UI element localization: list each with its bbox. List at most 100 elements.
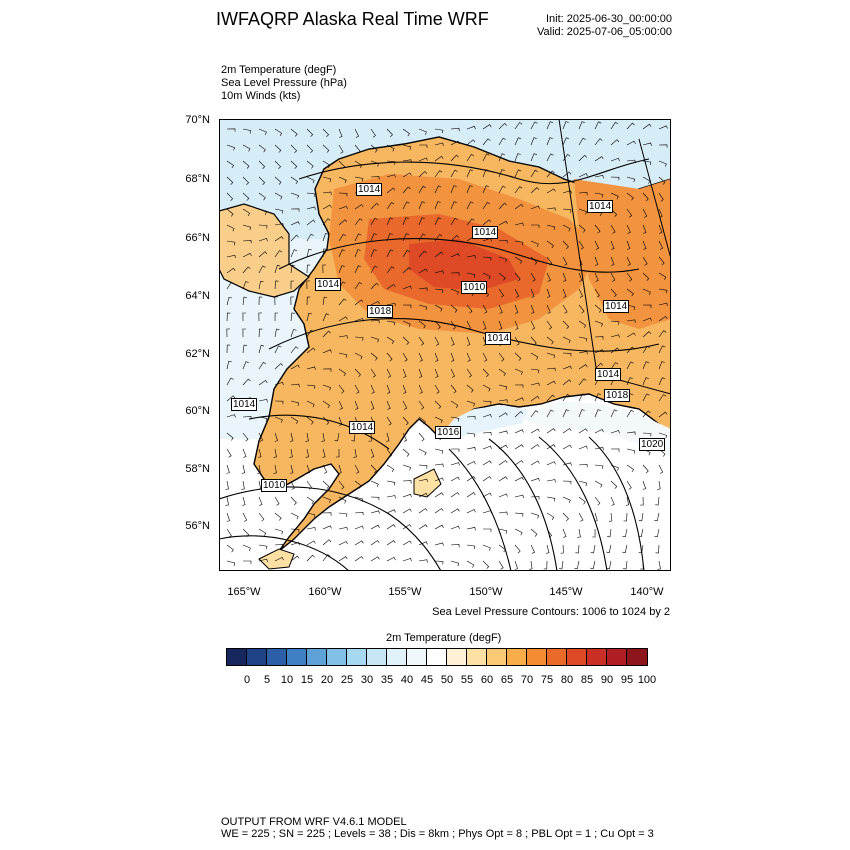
- wind-barb: [578, 240, 584, 250]
- wind-barb: [498, 368, 506, 377]
- wind-barb: [642, 272, 650, 281]
- wind-barb: [226, 528, 232, 538]
- wind-barb: [402, 464, 411, 471]
- wind-barb: [450, 476, 460, 482]
- wind-barb: [370, 540, 380, 546]
- wind-barb: [434, 251, 444, 258]
- wind-barb: [306, 144, 314, 154]
- wind-barb: [594, 288, 600, 298]
- wind-barb: [562, 428, 572, 434]
- wind-barb: [386, 174, 396, 178]
- wind-barb: [530, 368, 540, 374]
- wind-barb: [546, 207, 556, 211]
- wind-barb: [546, 367, 556, 372]
- wind-barb: [658, 464, 664, 474]
- colorbar-swatch: [427, 649, 447, 665]
- wind-barb: [466, 476, 476, 482]
- wind-barb: [226, 240, 236, 246]
- wind-barb: [322, 144, 330, 153]
- wind-barb: [402, 416, 409, 426]
- wind-barb: [306, 527, 316, 531]
- wind-barb: [483, 528, 492, 532]
- wind-barb: [386, 416, 392, 426]
- wind-barb: [610, 334, 620, 338]
- wind-barb: [626, 288, 634, 297]
- wind-barb: [546, 153, 554, 162]
- wind-barb: [322, 525, 332, 530]
- wind-barb: [578, 304, 585, 314]
- map-frame: [219, 119, 671, 571]
- wind-barb: [402, 508, 412, 514]
- wind-barb: [322, 384, 331, 391]
- wind-barb: [578, 378, 587, 386]
- wind-barb: [482, 432, 492, 436]
- colorbar-label: 80: [560, 674, 574, 686]
- wind-barb: [434, 304, 443, 312]
- wind-barb: [274, 400, 284, 405]
- wind-barb: [638, 544, 644, 554]
- colorbar-swatch: [447, 649, 467, 665]
- wind-barb: [274, 223, 284, 227]
- wind-barb: [386, 509, 396, 514]
- wind-barb: [242, 266, 251, 274]
- wind-barb: [498, 460, 508, 466]
- wind-barb: [529, 560, 533, 570]
- wind-barb: [466, 352, 471, 362]
- wind-barb: [626, 431, 636, 435]
- wind-barb: [450, 253, 460, 258]
- wind-barb: [562, 256, 568, 266]
- wind-barb: [578, 192, 588, 196]
- wind-barb: [242, 296, 247, 306]
- wind-barb: [482, 560, 490, 569]
- wind-barb: [258, 280, 264, 290]
- wind-barb: [610, 288, 617, 298]
- wind-barb: [498, 528, 508, 534]
- wind-barb: [575, 544, 580, 554]
- wind-barb: [594, 320, 603, 327]
- wind-barb: [450, 336, 455, 346]
- wind-barb: [418, 336, 425, 346]
- temperature-colorbar: [226, 648, 648, 666]
- wind-barb: [558, 560, 564, 570]
- wind-barb: [546, 320, 553, 330]
- wind-barb: [306, 384, 316, 389]
- colorbar-swatch: [627, 649, 647, 665]
- wind-barb: [402, 368, 407, 378]
- wind-barb: [608, 512, 613, 522]
- wind-barb: [338, 556, 348, 562]
- wind-barb: [338, 249, 346, 258]
- wind-barb: [530, 460, 540, 466]
- wind-barb: [482, 460, 492, 466]
- wind-barb: [338, 192, 348, 197]
- wind-barb: [226, 144, 235, 151]
- wind-barb: [290, 128, 298, 137]
- wind-barb: [242, 378, 251, 386]
- wind-barb: [514, 528, 523, 536]
- wind-barb: [610, 157, 620, 162]
- wind-barb: [482, 445, 492, 450]
- wind-barb: [530, 352, 539, 360]
- wind-barb: [306, 280, 310, 290]
- wind-barb: [546, 380, 556, 386]
- wind-barb: [418, 171, 428, 178]
- wind-barb: [226, 344, 231, 354]
- wind-barb: [258, 544, 268, 550]
- lat-label: 70°N: [185, 114, 210, 126]
- wind-barb: [370, 160, 379, 167]
- wind-barb: [498, 137, 506, 146]
- wind-barb: [578, 320, 587, 329]
- wind-barb: [257, 480, 262, 490]
- wind-barb: [466, 560, 475, 568]
- wind-barb: [386, 448, 392, 458]
- wind-barb: [482, 219, 492, 226]
- wind-barb: [626, 176, 636, 183]
- isobar-label: 1014: [603, 300, 630, 313]
- wind-barb: [610, 480, 618, 489]
- wind-barb: [594, 240, 600, 250]
- wind-barb: [418, 128, 427, 135]
- wind-barb: [610, 320, 620, 325]
- wind-barb: [290, 496, 297, 506]
- wind-barb: [546, 496, 556, 502]
- wind-barb: [562, 496, 571, 504]
- wind-barb: [418, 559, 428, 563]
